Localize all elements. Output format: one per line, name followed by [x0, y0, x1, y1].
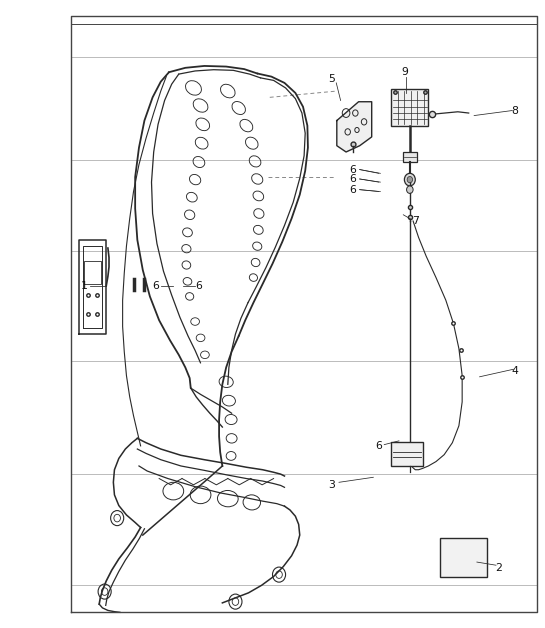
Text: 5: 5 [328, 73, 335, 84]
Circle shape [407, 176, 413, 183]
Circle shape [407, 186, 413, 193]
Bar [391, 442, 423, 466]
Text: 6: 6 [350, 185, 356, 195]
Text: 6: 6 [153, 281, 159, 291]
Text: 8: 8 [512, 106, 518, 116]
Bar [403, 152, 417, 162]
Bar [440, 538, 487, 577]
Text: 4: 4 [512, 365, 518, 376]
Circle shape [404, 173, 415, 186]
Text: 9: 9 [402, 67, 408, 77]
Text: 6: 6 [350, 165, 356, 175]
Polygon shape [337, 102, 372, 152]
Text: 1: 1 [81, 281, 88, 291]
Text: 6: 6 [376, 441, 382, 451]
Text: 3: 3 [328, 480, 335, 490]
Text: 7: 7 [413, 216, 419, 226]
Text: 2: 2 [495, 563, 502, 573]
Bar [391, 89, 428, 126]
Text: 6: 6 [196, 281, 202, 291]
Text: 6: 6 [350, 174, 356, 184]
